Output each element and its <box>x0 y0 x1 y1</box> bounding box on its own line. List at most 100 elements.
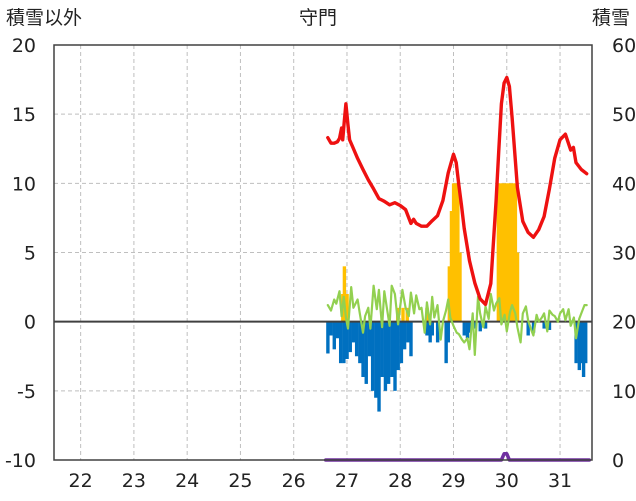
negative-bar <box>531 321 536 333</box>
x-tick-label: 31 <box>548 470 572 492</box>
right-axis-label: 積雪 <box>592 7 630 29</box>
positive-bar <box>498 183 503 322</box>
negative-bar <box>467 321 472 333</box>
x-tick-label: 23 <box>122 470 146 492</box>
negative-bar <box>430 321 434 336</box>
negative-bar <box>393 321 397 391</box>
positive-bar <box>507 183 511 322</box>
positive-bar <box>454 183 458 322</box>
right-tick-label: 40 <box>612 173 636 195</box>
x-tick-label: 25 <box>228 470 252 492</box>
negative-bar <box>370 321 375 391</box>
left-axis-label: 積雪以外 <box>6 7 82 29</box>
negative-bar <box>579 321 584 364</box>
negative-bar <box>425 321 429 336</box>
temperature-line <box>326 284 588 356</box>
negative-bar <box>332 321 336 350</box>
negative-bar <box>574 321 578 364</box>
right-tick-label: 60 <box>612 35 636 57</box>
negative-bar <box>478 321 482 332</box>
plot-border <box>53 44 593 461</box>
positive-bar <box>458 252 462 322</box>
right-tick-label: 10 <box>612 381 636 403</box>
negative-bar <box>409 321 413 357</box>
negative-bar <box>374 321 378 398</box>
negative-bar <box>335 321 340 339</box>
right-tick-label: 50 <box>612 104 636 126</box>
left-tick-label: 10 <box>12 173 36 195</box>
negative-bar <box>406 321 410 343</box>
negative-bar <box>584 321 588 364</box>
negative-bar <box>402 321 407 350</box>
negative-bar <box>465 321 470 339</box>
negative-bar <box>351 321 356 343</box>
left-tick-label: 0 <box>24 312 36 334</box>
negative-bar <box>338 321 343 364</box>
negative-bar <box>542 321 546 329</box>
right-tick-label: 30 <box>612 243 636 265</box>
left-tick-label: 15 <box>12 104 36 126</box>
positive-bar <box>401 307 405 322</box>
left-tick-label: -10 <box>5 450 36 472</box>
right-tick-label: 0 <box>612 450 624 472</box>
negative-bar <box>358 321 362 364</box>
left-tick-label: 20 <box>12 35 36 57</box>
positive-bar <box>515 252 520 322</box>
negative-bar <box>473 321 477 329</box>
x-tick-label: 30 <box>495 470 519 492</box>
negative-bar <box>386 321 391 384</box>
left-axis-ticks: 20 15 10 5 0 -5 -10 <box>5 35 36 472</box>
negative-bar <box>444 321 448 364</box>
negative-bar <box>435 321 440 343</box>
plot-frame <box>53 44 593 461</box>
negative-bar <box>577 321 582 371</box>
positive-bar <box>503 183 507 322</box>
positive-bars <box>341 183 520 322</box>
positive-bar <box>505 183 509 322</box>
positive-bar <box>342 266 347 322</box>
negative-bar <box>367 321 372 357</box>
negative-bar <box>329 321 333 336</box>
negative-bars <box>326 321 588 412</box>
x-tick-label: 27 <box>335 470 359 492</box>
positive-bar <box>511 183 515 322</box>
right-tick-label: 20 <box>612 312 636 334</box>
x-axis-ticks: 22 23 24 25 26 27 28 29 30 31 <box>69 470 573 492</box>
negative-bar <box>483 321 488 329</box>
negative-bar <box>446 321 450 343</box>
x-tick-label: 29 <box>441 470 465 492</box>
negative-bar <box>428 321 432 343</box>
negative-bar <box>377 321 381 412</box>
x-tick-label: 22 <box>69 470 93 492</box>
positive-bar <box>447 266 452 322</box>
right-axis-ticks: 60 50 40 30 20 10 0 <box>612 35 636 472</box>
negative-bar <box>462 321 466 336</box>
negative-bar <box>342 321 346 364</box>
positive-bar <box>496 183 501 322</box>
positive-bar <box>345 294 349 322</box>
positive-bar <box>456 183 460 322</box>
left-tick-label: -5 <box>17 381 36 403</box>
snowfall-line <box>323 452 592 462</box>
x-tick-label: 26 <box>282 470 306 492</box>
positive-bar <box>509 183 513 322</box>
positive-bar <box>449 211 454 322</box>
negative-bar <box>581 321 586 377</box>
chart-title: 守門 <box>299 7 337 29</box>
positive-bar <box>513 183 518 322</box>
negative-bar <box>348 321 352 353</box>
x-tick-label: 24 <box>175 470 199 492</box>
snow-depth-line <box>326 75 589 307</box>
negative-bar <box>547 321 552 330</box>
negative-bar <box>383 321 388 391</box>
negative-bar <box>390 321 394 377</box>
negative-bar <box>326 321 330 354</box>
negative-bar <box>380 321 384 377</box>
negative-bar <box>345 321 349 360</box>
negative-bar <box>396 321 400 371</box>
negative-bar <box>361 321 365 377</box>
left-tick-label: 5 <box>24 243 36 265</box>
positive-bar <box>500 183 505 322</box>
negative-bar <box>399 321 404 364</box>
